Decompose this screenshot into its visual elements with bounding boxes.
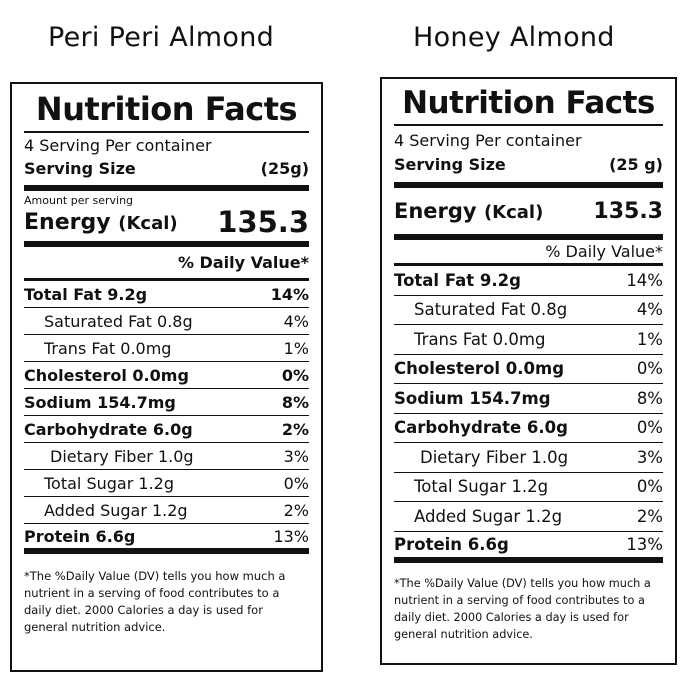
nutrient-row: Total Sugar 1.2g 0% [394, 473, 663, 502]
nutrient-row: Added Sugar 1.2g 2% [394, 502, 663, 532]
nutrient-row: Protein 6.6g 13% [24, 524, 309, 554]
nutrient-row: Trans Fat 0.0mg 1% [394, 325, 663, 355]
nutrition-label-peri-peri: Nutrition Facts 4 Serving Per container … [10, 82, 323, 672]
nutrient-row: Sodium 154.7mg 8% [394, 384, 663, 414]
nutrition-facts-title: Nutrition Facts [24, 84, 309, 133]
product-title-honey: Honey Almond [413, 22, 615, 53]
servings-block: 4 Serving Per container Serving Size (25… [394, 126, 663, 188]
servings-per-container: 4 Serving Per container [24, 136, 212, 155]
energy-row: Energy (Kcal) 135.3 [394, 188, 663, 240]
daily-value-header: % Daily Value* [24, 247, 309, 281]
daily-value-header: % Daily Value* [394, 240, 663, 266]
serving-size-value: (25g) [260, 158, 309, 178]
nutrient-row: Dietary Fiber 1.0g 3% [394, 443, 663, 473]
nutrient-row: Total Fat 9.2g 14% [394, 266, 663, 296]
energy-label: Energy (Kcal) [24, 209, 178, 235]
daily-value-footnote: *The %Daily Value (DV) tells you how muc… [394, 576, 651, 641]
energy-label: Energy (Kcal) [394, 199, 544, 223]
daily-value-footnote: *The %Daily Value (DV) tells you how muc… [24, 569, 286, 634]
nutrition-label-honey: Nutrition Facts 4 Serving Per container … [380, 77, 677, 665]
serving-size-label: Serving Size [394, 154, 506, 174]
nutrient-row: Total Sugar 1.2g 0% [24, 470, 309, 497]
energy-row: Energy (Kcal) 135.3 [24, 205, 309, 247]
serving-size-row: Serving Size (25g) [24, 155, 309, 181]
nutrient-row: Total Fat 9.2g 14% [24, 281, 309, 308]
serving-size-value: (25 g) [609, 154, 663, 174]
servings-per-container: 4 Serving Per container [394, 131, 582, 150]
energy-value: 135.3 [217, 205, 309, 239]
product-title-peri-peri: Peri Peri Almond [48, 22, 275, 53]
amount-per-serving: Amount per serving [24, 194, 134, 207]
nutrient-row: Dietary Fiber 1.0g 3% [24, 443, 309, 470]
nutrient-row: Sodium 154.7mg 8% [24, 389, 309, 416]
nutrient-row: Added Sugar 1.2g 2% [24, 497, 309, 524]
nutrient-row: Saturated Fat 0.8g 4% [24, 308, 309, 335]
nutrient-row: Saturated Fat 0.8g 4% [394, 296, 663, 325]
nutrient-row: Cholesterol 0.0mg 0% [24, 362, 309, 389]
nutrient-row: Trans Fat 0.0mg 1% [24, 335, 309, 362]
nutrient-row: Carbohydrate 6.0g 0% [394, 414, 663, 443]
serving-size-label: Serving Size [24, 158, 136, 178]
energy-value: 135.3 [593, 198, 663, 224]
serving-size-row: Serving Size (25 g) [394, 150, 663, 178]
servings-block: 4 Serving Per container Serving Size (25… [24, 133, 309, 191]
nutrient-row: Protein 6.6g 13% [394, 532, 663, 563]
nutrient-row: Carbohydrate 6.0g 2% [24, 416, 309, 443]
nutrient-row: Cholesterol 0.0mg 0% [394, 355, 663, 384]
nutrition-facts-title: Nutrition Facts [394, 79, 663, 126]
